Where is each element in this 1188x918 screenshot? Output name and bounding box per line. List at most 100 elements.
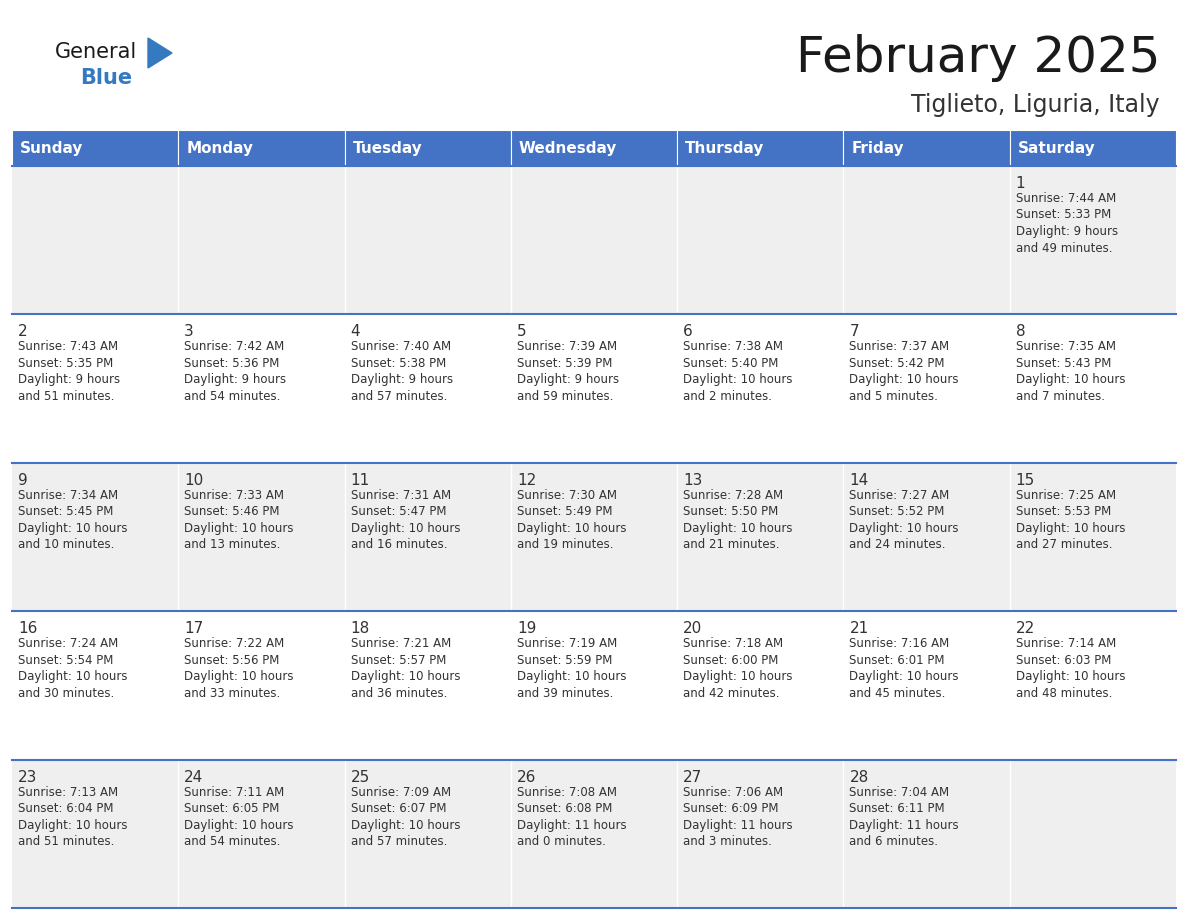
Text: Sunrise: 7:22 AM
Sunset: 5:56 PM
Daylight: 10 hours
and 33 minutes.: Sunrise: 7:22 AM Sunset: 5:56 PM Dayligh…	[184, 637, 293, 700]
Bar	[677, 463, 843, 611]
Bar	[1010, 463, 1176, 611]
Bar	[12, 314, 178, 463]
Bar	[843, 314, 1010, 463]
Text: February 2025: February 2025	[796, 34, 1159, 82]
Text: 9: 9	[18, 473, 27, 487]
Text: Blue: Blue	[80, 68, 132, 88]
Text: Monday: Monday	[187, 140, 253, 155]
Bar	[843, 463, 1010, 611]
Bar	[677, 611, 843, 759]
Bar	[12, 611, 178, 759]
Bar	[511, 463, 677, 611]
Bar	[843, 759, 1010, 908]
Text: Sunrise: 7:39 AM
Sunset: 5:39 PM
Daylight: 9 hours
and 59 minutes.: Sunrise: 7:39 AM Sunset: 5:39 PM Dayligh…	[517, 341, 619, 403]
Bar	[843, 130, 1010, 166]
Bar	[1010, 314, 1176, 463]
Text: Sunrise: 7:21 AM
Sunset: 5:57 PM
Daylight: 10 hours
and 36 minutes.: Sunrise: 7:21 AM Sunset: 5:57 PM Dayligh…	[350, 637, 460, 700]
Text: Sunrise: 7:31 AM
Sunset: 5:47 PM
Daylight: 10 hours
and 16 minutes.: Sunrise: 7:31 AM Sunset: 5:47 PM Dayligh…	[350, 488, 460, 552]
Text: 5: 5	[517, 324, 526, 340]
Text: 8: 8	[1016, 324, 1025, 340]
Text: Sunrise: 7:11 AM
Sunset: 6:05 PM
Daylight: 10 hours
and 54 minutes.: Sunrise: 7:11 AM Sunset: 6:05 PM Dayligh…	[184, 786, 293, 848]
Text: 20: 20	[683, 621, 702, 636]
Bar	[1010, 130, 1176, 166]
Bar	[345, 611, 511, 759]
Text: 7: 7	[849, 324, 859, 340]
Bar	[178, 166, 345, 314]
Text: 28: 28	[849, 769, 868, 785]
Text: 1: 1	[1016, 176, 1025, 191]
Text: Sunrise: 7:37 AM
Sunset: 5:42 PM
Daylight: 10 hours
and 5 minutes.: Sunrise: 7:37 AM Sunset: 5:42 PM Dayligh…	[849, 341, 959, 403]
Text: Sunrise: 7:04 AM
Sunset: 6:11 PM
Daylight: 11 hours
and 6 minutes.: Sunrise: 7:04 AM Sunset: 6:11 PM Dayligh…	[849, 786, 959, 848]
Text: 23: 23	[18, 769, 37, 785]
Text: Sunrise: 7:19 AM
Sunset: 5:59 PM
Daylight: 10 hours
and 39 minutes.: Sunrise: 7:19 AM Sunset: 5:59 PM Dayligh…	[517, 637, 626, 700]
Bar	[345, 130, 511, 166]
Text: Sunrise: 7:42 AM
Sunset: 5:36 PM
Daylight: 9 hours
and 54 minutes.: Sunrise: 7:42 AM Sunset: 5:36 PM Dayligh…	[184, 341, 286, 403]
Text: 27: 27	[683, 769, 702, 785]
Text: Friday: Friday	[852, 140, 904, 155]
Text: General: General	[55, 42, 138, 62]
Text: Sunrise: 7:28 AM
Sunset: 5:50 PM
Daylight: 10 hours
and 21 minutes.: Sunrise: 7:28 AM Sunset: 5:50 PM Dayligh…	[683, 488, 792, 552]
Text: Sunrise: 7:44 AM
Sunset: 5:33 PM
Daylight: 9 hours
and 49 minutes.: Sunrise: 7:44 AM Sunset: 5:33 PM Dayligh…	[1016, 192, 1118, 254]
Text: 16: 16	[18, 621, 37, 636]
Bar	[1010, 611, 1176, 759]
Text: Saturday: Saturday	[1018, 140, 1095, 155]
Text: 11: 11	[350, 473, 369, 487]
Bar	[511, 166, 677, 314]
Text: Sunrise: 7:35 AM
Sunset: 5:43 PM
Daylight: 10 hours
and 7 minutes.: Sunrise: 7:35 AM Sunset: 5:43 PM Dayligh…	[1016, 341, 1125, 403]
Text: Sunrise: 7:34 AM
Sunset: 5:45 PM
Daylight: 10 hours
and 10 minutes.: Sunrise: 7:34 AM Sunset: 5:45 PM Dayligh…	[18, 488, 127, 552]
Text: 15: 15	[1016, 473, 1035, 487]
Text: 6: 6	[683, 324, 693, 340]
Text: Sunrise: 7:13 AM
Sunset: 6:04 PM
Daylight: 10 hours
and 51 minutes.: Sunrise: 7:13 AM Sunset: 6:04 PM Dayligh…	[18, 786, 127, 848]
Bar	[1010, 759, 1176, 908]
Text: Sunrise: 7:24 AM
Sunset: 5:54 PM
Daylight: 10 hours
and 30 minutes.: Sunrise: 7:24 AM Sunset: 5:54 PM Dayligh…	[18, 637, 127, 700]
Text: Sunrise: 7:09 AM
Sunset: 6:07 PM
Daylight: 10 hours
and 57 minutes.: Sunrise: 7:09 AM Sunset: 6:07 PM Dayligh…	[350, 786, 460, 848]
Text: 25: 25	[350, 769, 369, 785]
Text: 22: 22	[1016, 621, 1035, 636]
Bar	[677, 759, 843, 908]
Text: Sunrise: 7:38 AM
Sunset: 5:40 PM
Daylight: 10 hours
and 2 minutes.: Sunrise: 7:38 AM Sunset: 5:40 PM Dayligh…	[683, 341, 792, 403]
Bar	[345, 166, 511, 314]
Bar	[677, 314, 843, 463]
Bar	[345, 314, 511, 463]
Text: 10: 10	[184, 473, 203, 487]
Text: Tiglieto, Liguria, Italy: Tiglieto, Liguria, Italy	[911, 93, 1159, 117]
Text: Sunrise: 7:14 AM
Sunset: 6:03 PM
Daylight: 10 hours
and 48 minutes.: Sunrise: 7:14 AM Sunset: 6:03 PM Dayligh…	[1016, 637, 1125, 700]
Text: 14: 14	[849, 473, 868, 487]
Text: 21: 21	[849, 621, 868, 636]
Bar	[178, 611, 345, 759]
Bar	[511, 759, 677, 908]
Bar	[345, 759, 511, 908]
Text: Sunrise: 7:08 AM
Sunset: 6:08 PM
Daylight: 11 hours
and 0 minutes.: Sunrise: 7:08 AM Sunset: 6:08 PM Dayligh…	[517, 786, 626, 848]
Text: Sunrise: 7:27 AM
Sunset: 5:52 PM
Daylight: 10 hours
and 24 minutes.: Sunrise: 7:27 AM Sunset: 5:52 PM Dayligh…	[849, 488, 959, 552]
Bar	[843, 611, 1010, 759]
Bar	[12, 166, 178, 314]
Text: Sunrise: 7:06 AM
Sunset: 6:09 PM
Daylight: 11 hours
and 3 minutes.: Sunrise: 7:06 AM Sunset: 6:09 PM Dayligh…	[683, 786, 792, 848]
Text: 13: 13	[683, 473, 702, 487]
Bar	[178, 314, 345, 463]
Bar	[178, 463, 345, 611]
Text: 17: 17	[184, 621, 203, 636]
Text: Tuesday: Tuesday	[353, 140, 422, 155]
Text: Sunrise: 7:43 AM
Sunset: 5:35 PM
Daylight: 9 hours
and 51 minutes.: Sunrise: 7:43 AM Sunset: 5:35 PM Dayligh…	[18, 341, 120, 403]
Text: Sunrise: 7:16 AM
Sunset: 6:01 PM
Daylight: 10 hours
and 45 minutes.: Sunrise: 7:16 AM Sunset: 6:01 PM Dayligh…	[849, 637, 959, 700]
Bar	[12, 759, 178, 908]
Text: 24: 24	[184, 769, 203, 785]
Text: 18: 18	[350, 621, 369, 636]
Polygon shape	[148, 38, 172, 68]
Text: Wednesday: Wednesday	[519, 140, 618, 155]
Bar	[178, 759, 345, 908]
Bar	[12, 130, 178, 166]
Bar	[511, 611, 677, 759]
Bar	[677, 130, 843, 166]
Text: 26: 26	[517, 769, 536, 785]
Bar	[843, 166, 1010, 314]
Text: 12: 12	[517, 473, 536, 487]
Text: 2: 2	[18, 324, 27, 340]
Bar	[178, 130, 345, 166]
Bar	[677, 166, 843, 314]
Bar	[345, 463, 511, 611]
Text: Thursday: Thursday	[685, 140, 765, 155]
Text: Sunrise: 7:25 AM
Sunset: 5:53 PM
Daylight: 10 hours
and 27 minutes.: Sunrise: 7:25 AM Sunset: 5:53 PM Dayligh…	[1016, 488, 1125, 552]
Text: 3: 3	[184, 324, 194, 340]
Bar	[12, 463, 178, 611]
